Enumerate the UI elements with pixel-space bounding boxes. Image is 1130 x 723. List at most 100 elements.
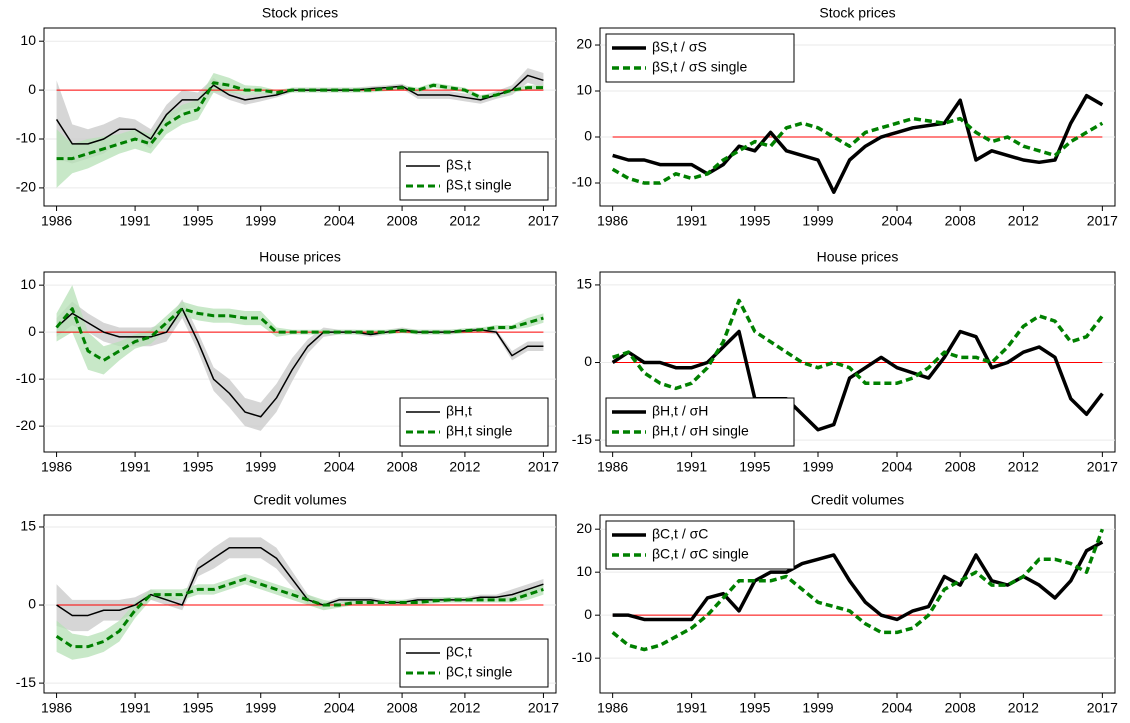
confidence-band [56,72,544,188]
y-tick-label: 10 [576,82,592,98]
x-tick-label: 2017 [528,459,559,475]
legend-box [605,33,795,83]
x-tick-label: 2012 [449,213,480,229]
x-tick-label: 1995 [739,213,770,229]
legend-label: βS,t [446,157,471,173]
chart-title: Credit volumes [253,492,346,508]
series-line [612,298,1104,391]
legend: βS,t / σS βS,t / σS single [605,33,795,83]
chart-panel: House prices -20 -10 0 10 1986 1991 1995 1999 200… [16,249,559,475]
y-tick-label: 20 [576,520,592,536]
legend-label: βC,t single [446,664,513,680]
y-tick-label: 0 [584,353,592,369]
x-tick-label: 1995 [182,700,213,716]
x-tick-label: 1999 [245,700,276,716]
y-tick-label: 10 [20,276,36,292]
chart-title: House prices [259,249,341,265]
x-tick-label: 1995 [739,700,770,716]
series-line [611,116,1104,185]
x-tick-label: 1986 [41,213,72,229]
legend-box [605,397,795,447]
legend-label: βH,t single [446,423,513,439]
y-tick-label: 10 [20,32,36,48]
series-line [56,307,544,418]
y-tick-label: 10 [576,563,592,579]
confidence-band [56,68,544,164]
legend-label: βC,t / σC [652,526,708,542]
x-tick-label: 2008 [945,459,976,475]
chart-title: Credit volumes [811,492,904,508]
y-tick-label: 0 [28,596,36,612]
legend-label: βS,t / σS single [652,59,748,75]
series-line [56,81,544,161]
x-tick-label: 2008 [945,213,976,229]
series-line [55,577,544,649]
x-tick-label: 1986 [41,700,72,716]
x-tick-label: 2008 [387,213,418,229]
x-tick-label: 2012 [1008,700,1039,716]
x-tick-label: 2012 [449,700,480,716]
y-tick-label: -15 [572,431,592,447]
x-tick-label: 2004 [881,700,912,716]
y-tick-label: -10 [572,174,592,190]
x-tick-label: 1999 [802,700,833,716]
series-line [55,307,544,362]
x-tick-label: 2017 [1087,700,1118,716]
x-tick-label: 2012 [1008,213,1039,229]
legend: βS,t βS,t single [399,151,549,201]
x-tick-label: 2004 [881,459,912,475]
legend: βH,t βH,t single [399,397,549,447]
x-tick-label: 1986 [597,459,628,475]
y-tick-label: -20 [16,417,36,433]
legend-box [605,520,795,570]
legend-box [399,638,549,688]
legend-label: βH,t / σH single [652,423,749,439]
y-tick-label: 0 [584,128,592,144]
legend-label: βC,t / σC single [652,546,749,562]
x-tick-label: 2008 [387,700,418,716]
y-tick-label: 0 [584,606,592,622]
legend-label: βH,t [446,403,472,419]
x-tick-label: 1991 [676,459,707,475]
y-tick-label: -10 [572,649,592,665]
x-tick-label: 2004 [324,459,355,475]
chart-title: Stock prices [819,5,895,21]
y-tick-label: -10 [16,130,36,146]
x-tick-label: 1999 [802,213,833,229]
series-line [612,93,1104,194]
x-tick-label: 1999 [245,213,276,229]
x-tick-label: 1991 [676,213,707,229]
chart-panel: Credit volumes -15 0 15 1986 1991 1995 1999 2004… [16,492,559,716]
legend-label: βS,t single [446,177,512,193]
legend-label: βS,t / σS [652,39,707,55]
x-tick-label: 2008 [945,700,976,716]
x-tick-label: 1986 [597,213,628,229]
x-tick-label: 2017 [528,700,559,716]
series-line [611,329,1104,432]
y-tick-label: 0 [28,81,36,97]
y-tick-label: 15 [20,518,36,534]
x-tick-label: 1986 [597,700,628,716]
y-tick-label: 0 [28,323,36,339]
x-tick-label: 1986 [41,459,72,475]
x-tick-label: 2008 [387,459,418,475]
y-tick-label: 20 [576,36,592,52]
confidence-band [56,285,544,375]
y-tick-label: -20 [16,179,36,195]
x-tick-label: 2012 [449,459,480,475]
chart-panel: Credit volumes -10 0 10 20 1986 1991 1995 1999 20… [572,492,1118,716]
series-line [56,547,544,617]
x-tick-label: 2004 [881,213,912,229]
confidence-band [56,537,544,632]
x-tick-label: 1991 [120,213,151,229]
chart-title: House prices [817,249,899,265]
x-tick-label: 2017 [1087,459,1118,475]
chart-panel: Stock prices -20 -10 0 10 1986 1991 1995 1999 200… [16,5,559,229]
x-tick-label: 1999 [802,459,833,475]
legend: βC,t / σC βC,t / σC single [605,520,795,570]
x-tick-label: 1991 [676,700,707,716]
y-tick-label: -10 [16,370,36,386]
legend-label: βH,t / σH [652,403,708,419]
x-tick-label: 2012 [1008,459,1039,475]
